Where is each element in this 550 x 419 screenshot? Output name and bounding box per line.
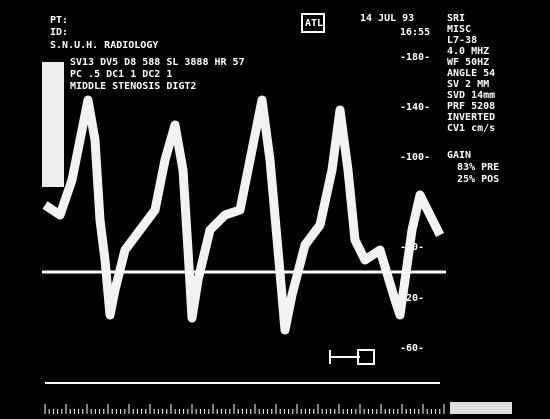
setting: SVD 14mm	[447, 90, 495, 101]
scale-label: -100-	[400, 152, 430, 163]
setting: MISC	[447, 24, 471, 35]
doppler-screen: PT: ID: S.N.U.H. RADIOLOGY SV13 DV5 D8 5…	[0, 0, 550, 419]
id-label: ID:	[50, 27, 68, 38]
scale-label: -180-	[400, 52, 430, 63]
setting: SV 2 MM	[447, 79, 489, 90]
gain-label: GAIN	[447, 150, 471, 161]
page: PT: ID: S.N.U.H. RADIOLOGY SV13 DV5 D8 5…	[0, 0, 550, 419]
setting: PRF 5208	[447, 101, 495, 112]
time: 16:55	[400, 27, 430, 38]
scale-label: -60-	[400, 343, 424, 354]
param-line: SV13 DV5 D8 588 SL 3888 HR 57	[70, 57, 245, 68]
setting: L7-38	[447, 35, 477, 46]
date: 14 JUL 93	[360, 13, 414, 24]
setting: INVERTED	[447, 112, 495, 123]
setting: CV1 cm/s	[447, 123, 495, 134]
gray-bar	[42, 62, 64, 187]
patient-label: PT:	[50, 15, 68, 26]
setting: SRI	[447, 13, 465, 24]
scale-label: -140-	[400, 102, 430, 113]
institution: S.N.U.H. RADIOLOGY	[50, 40, 158, 51]
logo: ATL	[305, 18, 323, 29]
setting: ANGLE 54	[447, 68, 495, 79]
gain-pos: 25% POS	[457, 174, 499, 185]
param-line: MIDDLE STENOSIS DIGT2	[70, 81, 196, 92]
param-line: PC .5 DC1 1 DC2 1	[70, 69, 172, 80]
setting: 4.0 MHZ	[447, 46, 489, 57]
gain-pre: 83% PRE	[457, 162, 499, 173]
ruler-block	[450, 402, 512, 414]
setting: WF 50HZ	[447, 57, 489, 68]
